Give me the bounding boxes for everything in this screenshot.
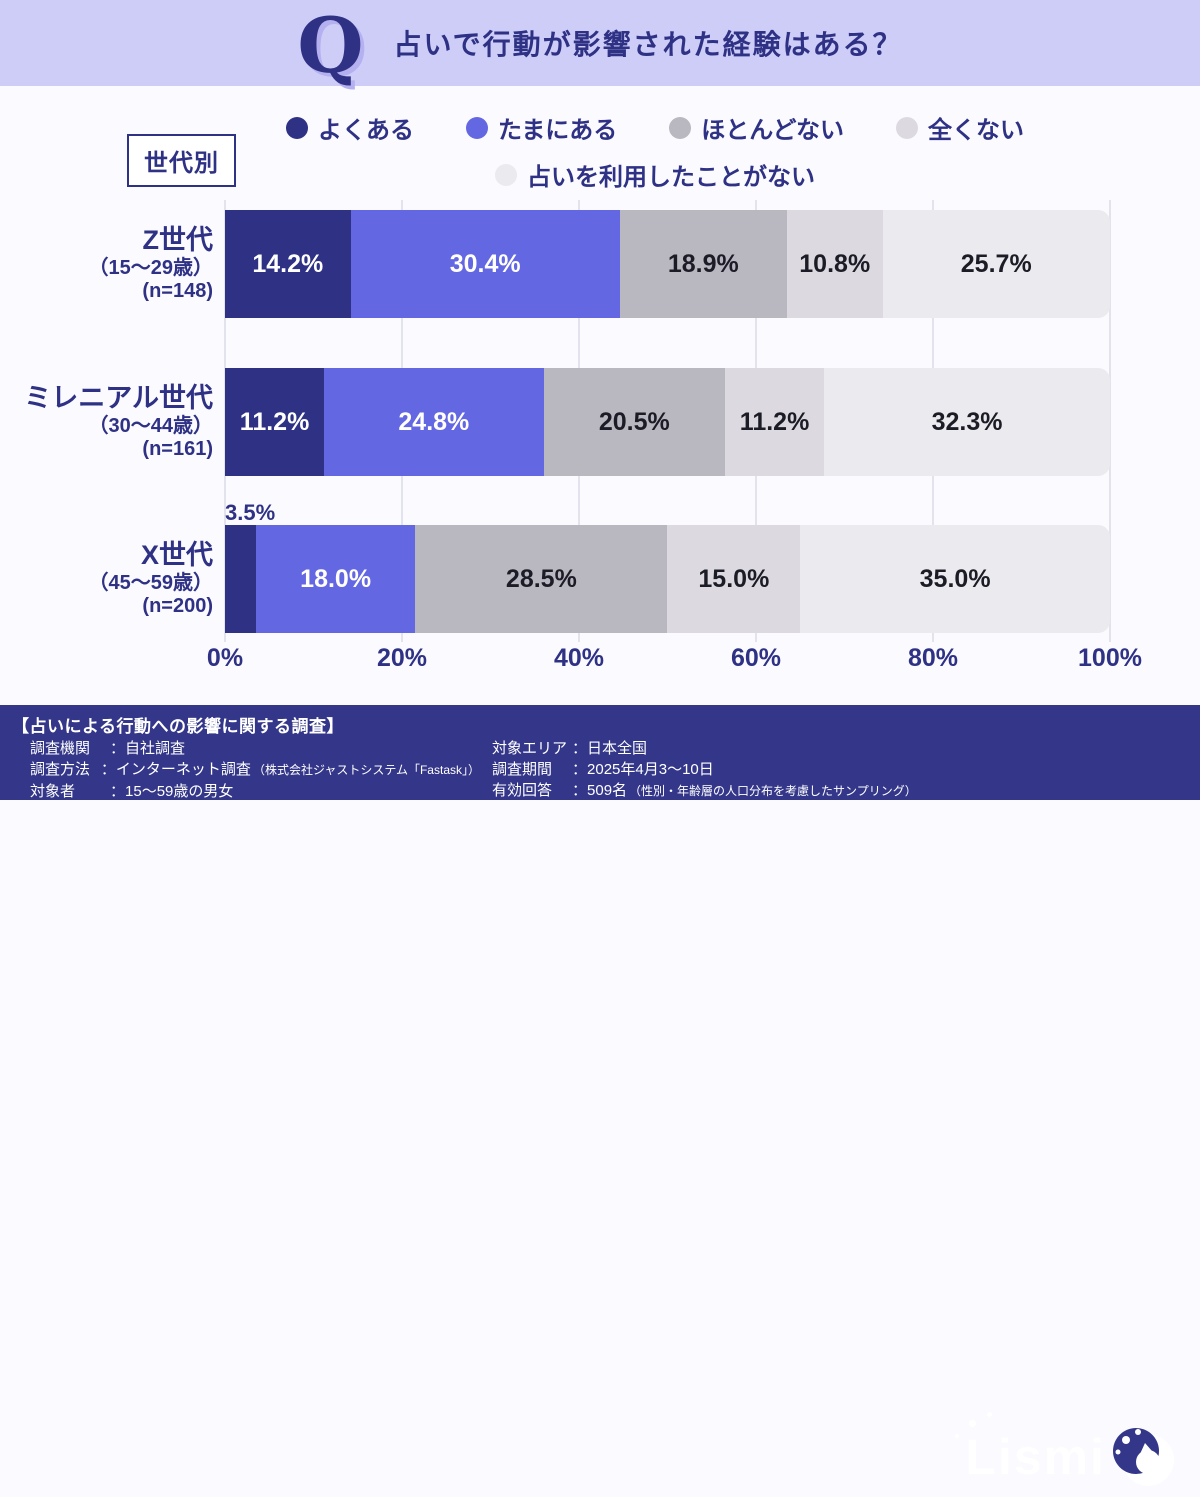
legend-label: 全くない xyxy=(928,117,1025,144)
sparkle-icon xyxy=(969,1420,977,1427)
bar-segment: 32.3% xyxy=(824,368,1110,476)
category-name: ミレニアル世代 xyxy=(24,383,213,414)
survey-title: 【占いによる行動への影響に関する調査】 xyxy=(12,717,344,736)
legend-dot-icon xyxy=(465,116,488,139)
category-name: X世代 xyxy=(140,540,213,571)
survey-detail-note: （株式会社ジャストシステム「Fastask」） xyxy=(252,763,480,777)
bar-segment: 11.2% xyxy=(225,368,325,476)
survey-detail-row: 有効回答 ： 509名 （性別・年齢層の人口分布を考慮したサンプリング） xyxy=(492,780,962,802)
x-axis-tick: 20% xyxy=(376,644,428,672)
legend-label: ほとんどない xyxy=(701,117,845,144)
survey-detail-separator: ： xyxy=(572,782,588,799)
footer-panel: 【占いによる行動への影響に関する調査】 調査機関：自社調査 調査方法：インターネッ… xyxy=(0,705,1200,1486)
survey-detail-label: 対象者 xyxy=(30,783,76,800)
survey-detail-label: 調査期間 xyxy=(492,761,553,778)
bar-segment: 18.0% xyxy=(255,525,416,633)
bar-segment: 15.0% xyxy=(667,525,801,633)
bar-segment: 10.8% xyxy=(786,210,883,318)
survey-detail-row: 調査機関 ：自社調査 xyxy=(30,738,480,759)
x-axis-tick: 60% xyxy=(730,644,782,672)
category-sample-size: (n=200) xyxy=(142,594,213,617)
gridline xyxy=(1109,200,1111,642)
legend-dot-icon xyxy=(669,116,692,139)
survey-detail-separator: ： xyxy=(110,783,126,800)
bar-segment: 11.2% xyxy=(725,368,825,476)
survey-detail-separator: ： xyxy=(572,761,588,778)
bar-segment: 14.2% xyxy=(225,210,351,318)
bar-segment-outside-label: 3.5% xyxy=(225,500,276,525)
legend-dot-icon xyxy=(896,116,919,139)
legend-label: 占いを利用したことがない xyxy=(527,164,815,191)
category-age-range: （30〜44歳） xyxy=(88,414,214,437)
survey-detail-row: 調査期間 ： 2025年4月3〜10日 xyxy=(492,759,962,780)
x-axis-tick: 80% xyxy=(907,644,959,672)
category-label: X世代 （45〜59歳） (n=200) xyxy=(0,525,214,633)
survey-detail-row: 対象者 ： 15〜59歳の男女 xyxy=(30,781,480,802)
survey-detail-separator: ： xyxy=(110,740,126,757)
survey-detail-value: 15〜59歳の男女 xyxy=(125,783,234,800)
survey-detail-label: 調査機関 xyxy=(30,740,91,757)
legend-item: たまにある xyxy=(465,110,618,145)
bar-segment: 35.0% xyxy=(800,525,1110,633)
stacked-bar: 11.2% 24.8% 20.5% 11.2% 32.3% xyxy=(225,368,1110,476)
survey-detail-value: 2025年4月3〜10日 xyxy=(587,761,714,778)
x-axis-tick: 100% xyxy=(1078,644,1142,672)
lismi-moon-cat-icon xyxy=(1113,1428,1174,1486)
sparkle-icon xyxy=(955,1434,960,1438)
bar-segment: 30.4% xyxy=(350,210,620,318)
legend-dot-icon xyxy=(495,163,517,186)
lismi-logo-text: Lismi xyxy=(955,1412,1106,1482)
bar-segment: 20.5% xyxy=(543,368,725,476)
survey-detail-row: 調査方法 ：インターネット調査 （株式会社ジャストシステム「Fastask」） xyxy=(30,759,480,781)
survey-details-right: 対象エリア：日本全国 調査期間： 2025年4月3〜10日 有効回答： 509名 （性別・… xyxy=(492,738,962,802)
bar-segment: 18.9% xyxy=(619,210,787,318)
generation-badge: 世代別 xyxy=(127,134,236,187)
category-label: ミレニアル世代 （30〜44歳） (n=161) xyxy=(0,368,213,476)
legend-label: よくある xyxy=(317,117,414,144)
legend: よくある たまにある ほとんどない 全くない占いを利用したことがない xyxy=(230,110,1080,192)
survey-detail-label: 有効回答 xyxy=(492,782,553,799)
lismi-logo: Lismi xyxy=(955,1412,1178,1497)
category-sample-size: (n=148) xyxy=(142,279,213,302)
bar-segment: 25.7% xyxy=(882,210,1110,318)
stacked-bar: 3.5% 18.0% 28.5% 15.0% 35.0% xyxy=(225,502,1110,633)
survey-detail-separator: ： xyxy=(100,761,116,778)
sparkle-icon xyxy=(987,1412,993,1417)
legend-label: たまにある xyxy=(497,117,618,144)
header-banner: Q 占いで行動が影響された経験はある？ xyxy=(0,0,1200,86)
category-age-range: （15〜29歳） xyxy=(88,256,214,279)
survey-detail-label: 対象エリア xyxy=(492,740,568,757)
survey-detail-label: 調査方法 xyxy=(30,761,91,778)
survey-detail-value: 日本全国 xyxy=(587,740,648,757)
legend-item: 全くない xyxy=(896,110,1024,145)
legend-item: ほとんどない xyxy=(669,110,844,145)
bar-segment xyxy=(225,525,256,633)
survey-details-left: 調査機関：自社調査 調査方法：インターネット調査 （株式会社ジャストシステム「Fas… xyxy=(30,738,480,802)
legend-dot-icon xyxy=(285,116,308,139)
survey-detail-value: 509名 xyxy=(587,782,628,799)
survey-detail-value: インターネット調査 xyxy=(115,761,251,778)
x-axis-tick: 40% xyxy=(553,644,605,672)
bar-segment: 28.5% xyxy=(415,525,668,633)
category-sample-size: (n=161) xyxy=(142,437,213,460)
page-title: 占いで行動が影響された経験はある？ xyxy=(393,29,903,60)
survey-detail-value: 自社調査 xyxy=(125,740,186,757)
survey-detail-separator: ： xyxy=(572,740,588,757)
category-name: Z世代 xyxy=(142,225,214,256)
x-axis-tick: 0% xyxy=(206,644,244,672)
category-label: Z世代 （15〜29歳） (n=148) xyxy=(0,210,214,318)
bar-segment: 24.8% xyxy=(324,368,544,476)
legend-item: よくある xyxy=(285,110,414,145)
legend-item: 占いを利用したことがない xyxy=(495,157,815,192)
survey-detail-row: 対象エリア：日本全国 xyxy=(492,738,962,759)
survey-detail-note: （性別・年齢層の人口分布を考慮したサンプリング） xyxy=(629,784,917,798)
question-mark-logo: Q xyxy=(297,0,364,90)
stacked-bar: 14.2% 30.4% 18.9% 10.8% 25.7% xyxy=(225,210,1110,318)
category-age-range: （45〜59歳） xyxy=(88,571,214,594)
